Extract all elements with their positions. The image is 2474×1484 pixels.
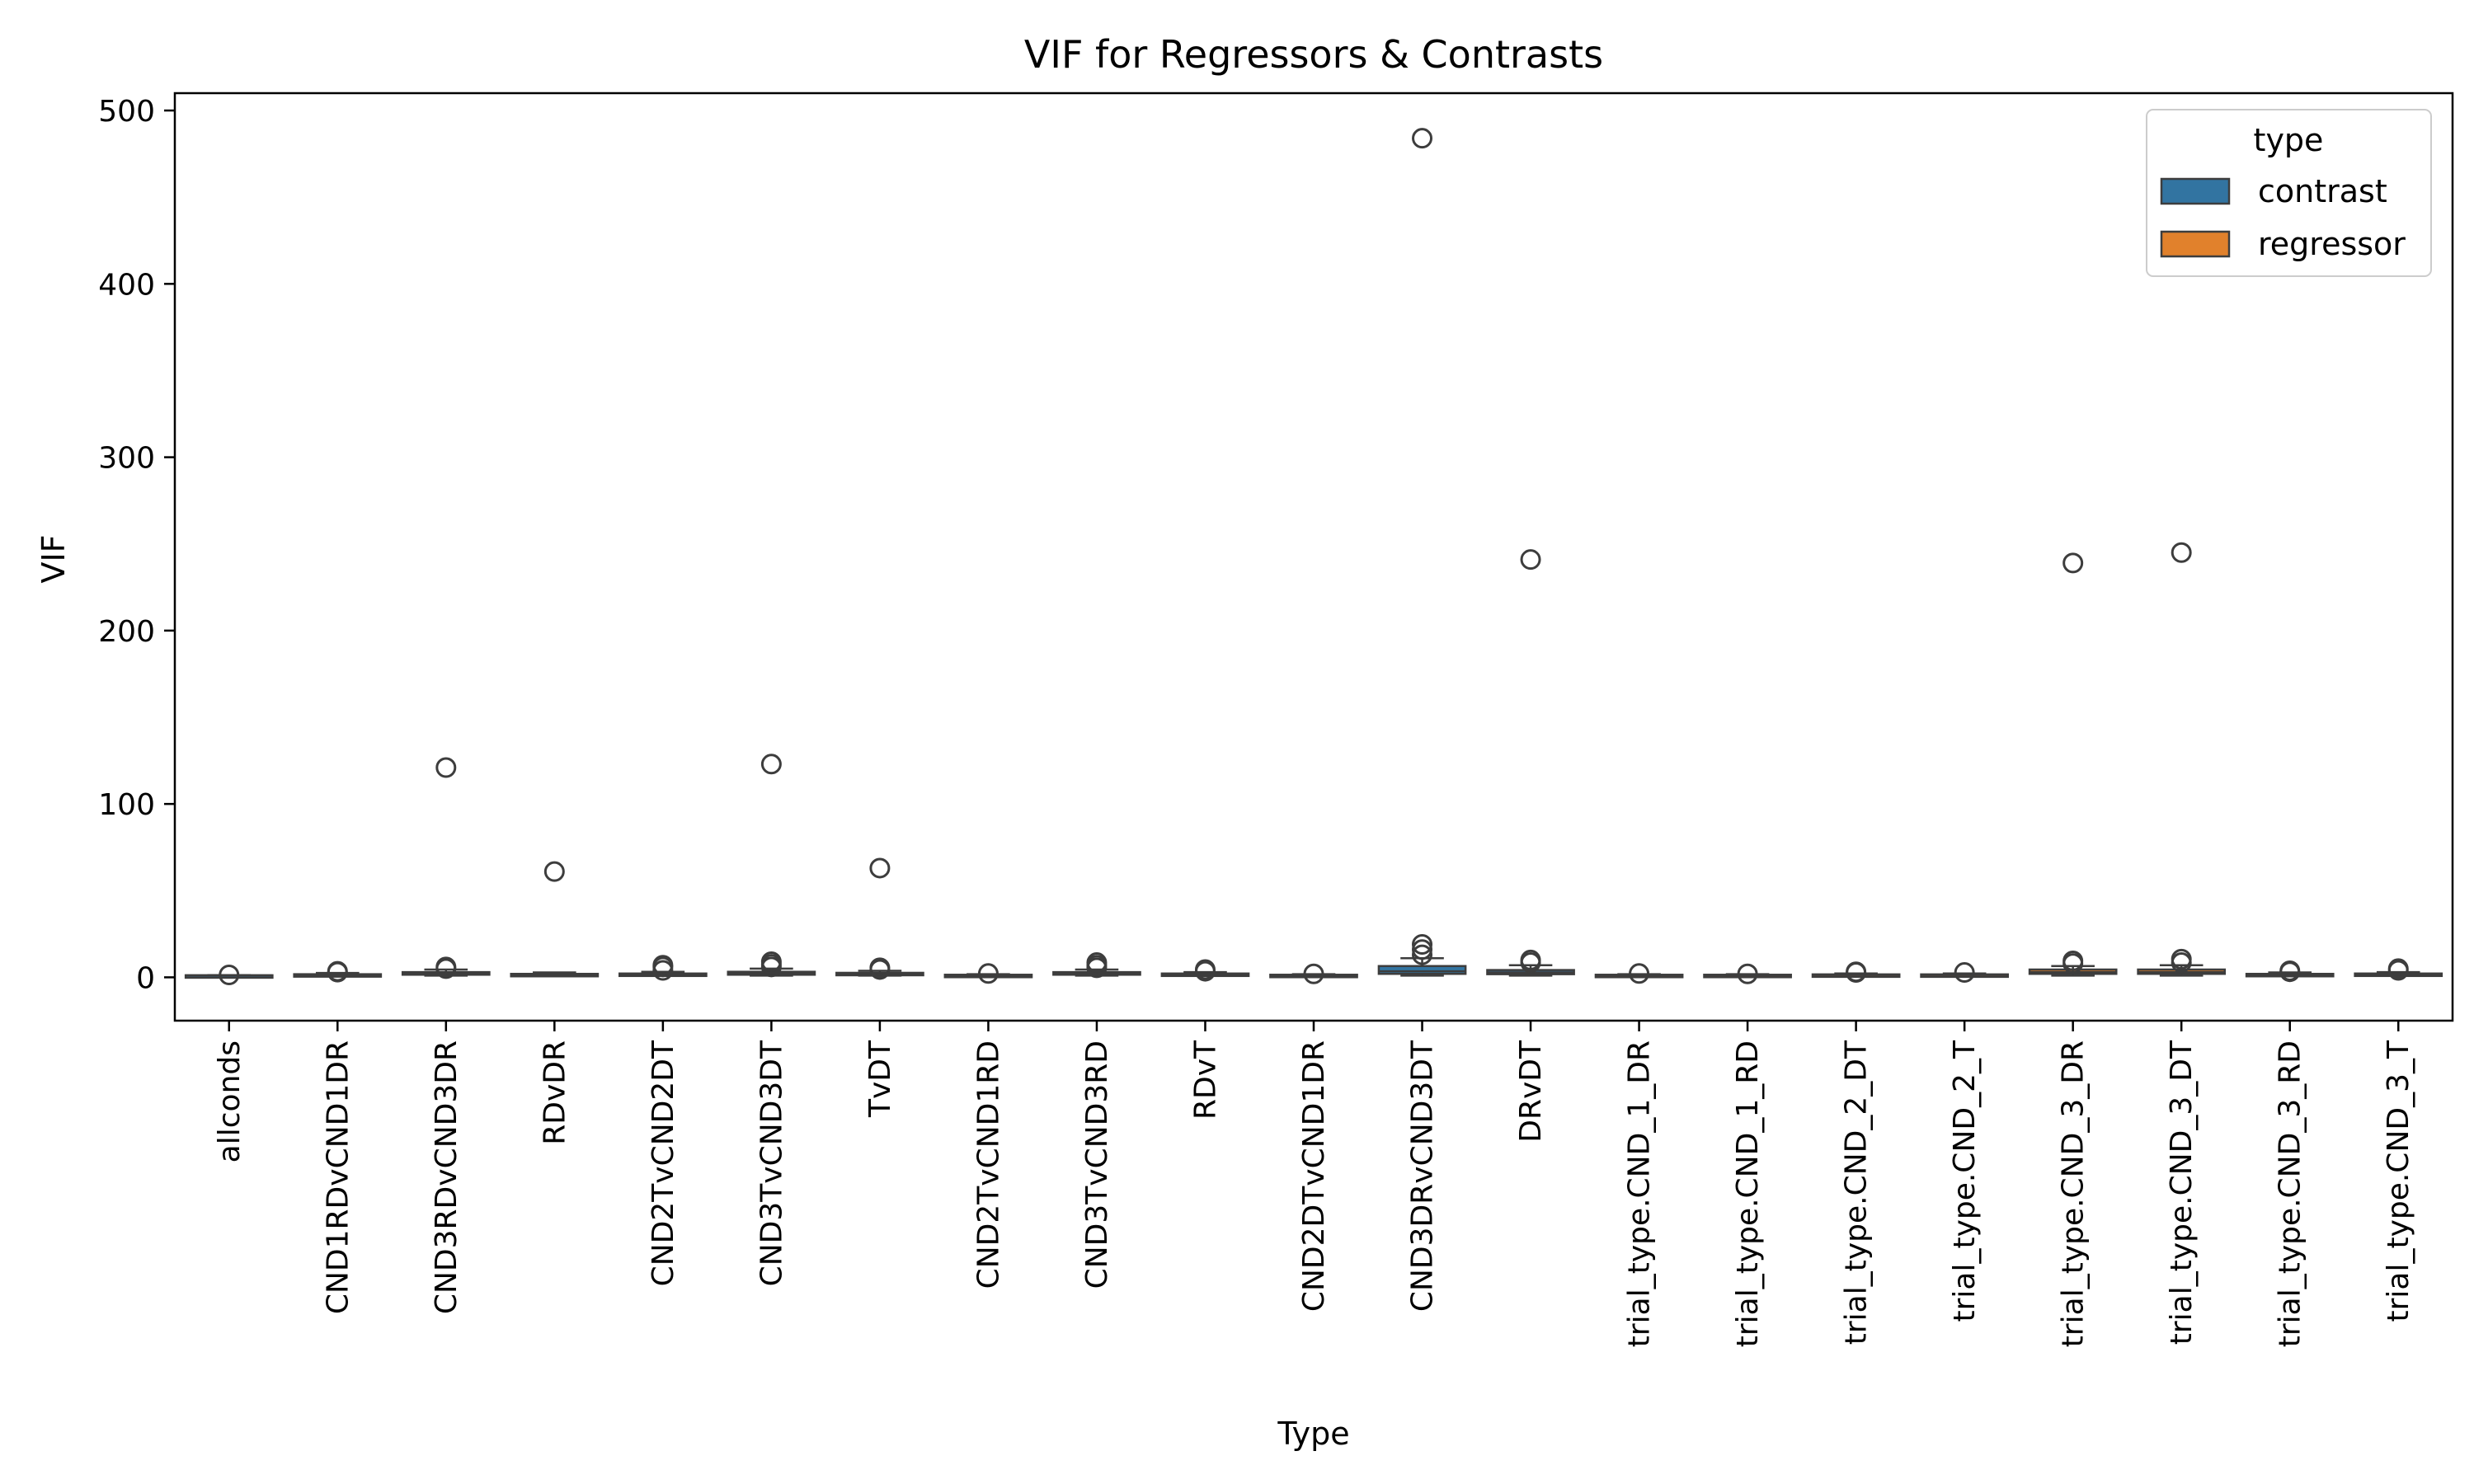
box-group <box>1811 961 1901 984</box>
y-axis-label: VIF <box>35 534 72 583</box>
y-tick-label: 0 <box>136 961 155 995</box>
x-tick-label: CND2DTvCND1DR <box>1297 1040 1331 1312</box>
box-group <box>1486 549 1575 977</box>
y-tick-label: 200 <box>98 615 155 649</box>
outlier-point <box>2062 552 2084 574</box>
y-tick-label: 300 <box>98 442 155 476</box>
box-group <box>184 964 274 985</box>
outlier-point <box>1194 959 1216 980</box>
outlier-point <box>1737 963 1758 984</box>
outlier-point <box>1520 549 1541 571</box>
outlier-point <box>2387 958 2409 979</box>
box-group <box>2245 960 2335 983</box>
x-tick-label: CND1RDvCND1DR <box>321 1040 355 1314</box>
box-group <box>1052 952 1141 979</box>
y-tick-label: 100 <box>98 788 155 822</box>
outlier-point <box>2171 948 2192 970</box>
x-tick-label: TvDT <box>863 1040 897 1118</box>
outlier-point <box>652 955 674 976</box>
x-tick-label: CND3TvCND3RD <box>1080 1040 1114 1289</box>
x-tick-label: CND3DRvCND3DT <box>1406 1040 1440 1312</box>
box-group <box>2028 552 2118 977</box>
box-group <box>1594 963 1684 984</box>
outlier-point <box>760 951 782 973</box>
outlier-point <box>2171 542 2192 563</box>
x-tick-label: trial_type.CND_3_RD <box>2274 1040 2307 1347</box>
x-tick-label: trial_type.CND_3_DT <box>2165 1040 2199 1345</box>
y-tick-label: 400 <box>98 268 155 302</box>
outlier-point <box>1412 944 1433 965</box>
y-axis: 0 100 200 300 400 500 <box>98 95 175 995</box>
box-group <box>401 757 491 979</box>
outlier-point <box>2062 950 2084 971</box>
box-group <box>2137 542 2227 977</box>
outlier-point <box>760 754 782 775</box>
box-group <box>293 960 383 983</box>
outlier-point <box>1412 128 1433 149</box>
x-axis: allconds CND1RDvCND1DR CND3RDvCND3DR RDvDR C… <box>213 1021 2415 1347</box>
x-tick-label: trial_type.CND_2_DT <box>1840 1040 1874 1345</box>
x-axis-label: Type <box>1277 1416 1349 1452</box>
outlier-point <box>869 957 891 979</box>
legend-label-contrast: contrast <box>2258 173 2387 209</box>
legend-entries: contrast regressor <box>2160 173 2406 262</box>
x-tick-label: CND3TvCND3DT <box>755 1040 788 1286</box>
x-tick-label: CND3RDvCND3DR <box>430 1040 463 1314</box>
box-group <box>1703 963 1792 984</box>
outlier-point <box>1954 962 1975 984</box>
y-tick-label: 500 <box>98 95 155 129</box>
box-group <box>1269 963 1358 984</box>
x-tick-label: trial_type.CND_3_DR <box>2057 1040 2091 1347</box>
outlier-point <box>1086 952 1108 974</box>
box-group <box>510 861 600 978</box>
outlier-point <box>977 963 999 984</box>
outlier-point <box>1629 963 1650 984</box>
box-group <box>1377 128 1467 977</box>
x-tick-label: CND2TvCND2DT <box>647 1040 680 1286</box>
legend-title: type <box>2254 122 2324 158</box>
x-tick-label: allconds <box>213 1040 247 1162</box>
plot-marks <box>184 128 2443 985</box>
legend: type contrast regressor <box>2146 109 2432 277</box>
box-group <box>2354 958 2443 981</box>
outlier-point <box>435 757 457 778</box>
outlier-point <box>869 857 891 879</box>
outlier-point <box>1520 949 1541 970</box>
x-tick-label: RDvDR <box>538 1040 571 1145</box>
box-group <box>835 857 924 980</box>
box-group <box>618 955 708 981</box>
plot-frame <box>173 92 2454 1022</box>
x-tick-label: trial_type.CND_2_T <box>1948 1040 1982 1322</box>
x-tick-label: trial_type.CND_1_RD <box>1731 1040 1765 1347</box>
outlier-point <box>1412 933 1433 955</box>
outlier-point <box>1846 961 1867 983</box>
legend-swatch-contrast <box>2160 177 2231 205</box>
outlier-point <box>435 956 457 978</box>
legend-label-regressor: regressor <box>2258 226 2406 262</box>
box-group <box>727 754 816 978</box>
outlier-point <box>219 964 240 985</box>
outlier-point <box>1412 939 1433 960</box>
x-tick-label: RDvT <box>1188 1040 1222 1120</box>
legend-swatch-regressor <box>2160 230 2231 258</box>
x-tick-label: trial_type.CND_1_DR <box>1623 1040 1657 1347</box>
box-group <box>1920 962 2010 984</box>
outlier-point <box>2279 960 2301 981</box>
chart-title: VIF for Regressors & Contrasts <box>1024 32 1603 77</box>
x-tick-label: trial_type.CND_3_T <box>2382 1040 2415 1322</box>
outlier-point <box>327 960 348 982</box>
box <box>1377 965 1467 975</box>
outlier-point <box>1303 963 1324 984</box>
outlier-point <box>543 861 565 882</box>
x-tick-label: DRvDT <box>1514 1040 1548 1143</box>
box-group <box>1160 959 1250 982</box>
x-tick-label: CND2TvCND1RD <box>971 1040 1005 1289</box>
box-group <box>943 963 1033 984</box>
